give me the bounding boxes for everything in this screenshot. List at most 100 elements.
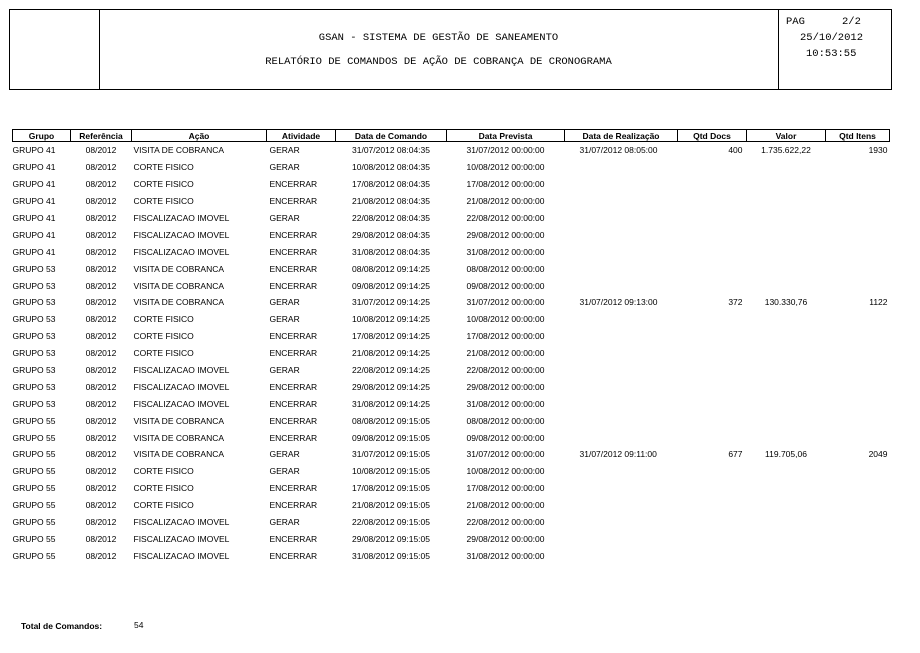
cell-qtd-itens xyxy=(826,311,890,328)
table-row: GRUPO 41 08/2012 CORTE FISICO ENCERRAR 21/08… xyxy=(13,193,890,210)
table-row: GRUPO 41 08/2012 FISCALIZACAO IMOVEL ENCERR… xyxy=(13,226,890,243)
cell-data-prevista: 31/08/2012 00:00:00 xyxy=(466,550,545,561)
cell-referencia: 08/2012 xyxy=(85,280,117,291)
cell-data-comando: 29/08/2012 09:15:05 xyxy=(352,533,430,544)
cell-data-prevista: 17/08/2012 00:00:00 xyxy=(466,483,545,494)
cell-data-comando: 09/08/2012 09:14:25 xyxy=(352,280,430,291)
cell-atividade: ENCERRAR xyxy=(269,533,318,544)
cell-valor: 130.330,76 xyxy=(764,297,808,308)
cell-data-prevista: 31/07/2012 00:00:00 xyxy=(466,297,545,308)
cell-grupo: GRUPO 55 xyxy=(12,415,56,426)
cell-qtd-itens xyxy=(826,497,890,514)
cell-qtd-docs xyxy=(678,311,747,328)
cell-data-realizacao xyxy=(565,226,678,243)
cell-acao: VISITA DE COBRANCA xyxy=(133,297,225,308)
cell-qtd-docs xyxy=(678,277,747,294)
cell-valor xyxy=(747,210,826,227)
cell-grupo: GRUPO 55 xyxy=(12,550,56,561)
table-row: GRUPO 41 08/2012 CORTE FISICO GERAR 10/08/20… xyxy=(13,159,890,176)
cell-valor xyxy=(747,260,826,277)
table-row: GRUPO 55 08/2012 CORTE FISICO GERAR 10/08/20… xyxy=(13,463,890,480)
table-row: GRUPO 55 08/2012 CORTE FISICO ENCERRAR 21/08… xyxy=(13,497,890,514)
cell-data-realizacao: 31/07/2012 09:11:00 xyxy=(579,449,657,460)
column-header-data-realizacao: Data de Realização xyxy=(564,129,678,142)
cell-data-prevista: 22/08/2012 00:00:00 xyxy=(466,365,545,376)
cell-referencia: 08/2012 xyxy=(85,398,117,409)
cell-referencia: 08/2012 xyxy=(85,162,117,173)
cell-valor xyxy=(747,159,826,176)
cell-valor xyxy=(747,193,826,210)
cell-qtd-itens xyxy=(826,547,890,564)
cell-atividade: GERAR xyxy=(269,162,300,173)
cell-qtd-docs xyxy=(678,260,747,277)
table-row: GRUPO 55 08/2012 VISITA DE COBRANCA ENCERRA… xyxy=(13,429,890,446)
cell-valor xyxy=(747,243,826,260)
cell-atividade: ENCERRAR xyxy=(269,263,318,274)
table-row: GRUPO 53 08/2012 CORTE FISICO ENCERRAR 21/08… xyxy=(13,345,890,362)
cell-data-prevista: 08/08/2012 00:00:00 xyxy=(466,415,545,426)
cell-valor xyxy=(747,311,826,328)
cell-qtd-docs xyxy=(678,193,747,210)
cell-referencia: 08/2012 xyxy=(85,263,117,274)
cell-valor xyxy=(747,226,826,243)
cell-qtd-docs: 400 xyxy=(728,145,743,156)
cell-valor xyxy=(747,362,826,379)
cell-data-prevista: 17/08/2012 00:00:00 xyxy=(466,179,545,190)
cell-qtd-docs xyxy=(678,497,747,514)
cell-atividade: ENCERRAR xyxy=(269,331,318,342)
cell-qtd-docs xyxy=(678,226,747,243)
cell-data-comando: 29/08/2012 09:14:25 xyxy=(352,381,430,392)
cell-referencia: 08/2012 xyxy=(85,550,117,561)
cell-data-realizacao xyxy=(565,395,678,412)
cell-acao: FISCALIZACAO IMOVEL xyxy=(133,381,230,392)
cell-data-comando: 17/08/2012 09:14:25 xyxy=(352,331,430,342)
cell-atividade: ENCERRAR xyxy=(269,246,318,257)
cell-qtd-itens: 2049 xyxy=(868,449,888,460)
cell-data-comando: 22/08/2012 08:04:35 xyxy=(352,213,430,223)
report-time: 10:53:55 xyxy=(806,48,857,60)
cell-atividade: ENCERRAR xyxy=(269,500,318,511)
table-row: GRUPO 55 08/2012 VISITA DE COBRANCA ENCERRA… xyxy=(13,412,890,429)
report-title: RELATÓRIO DE COMANDOS DE AÇÃO DE COBRANÇ… xyxy=(265,56,612,68)
cell-qtd-docs xyxy=(678,243,747,260)
cell-acao: FISCALIZACAO IMOVEL xyxy=(133,246,230,257)
cell-data-realizacao xyxy=(565,277,678,294)
cell-referencia: 08/2012 xyxy=(85,381,117,392)
cell-valor xyxy=(747,429,826,446)
cell-referencia: 08/2012 xyxy=(85,415,117,426)
cell-qtd-itens xyxy=(826,260,890,277)
cell-grupo: GRUPO 55 xyxy=(12,449,56,460)
column-header-data-prevista: Data Prevista xyxy=(446,129,565,142)
cell-data-realizacao: 31/07/2012 08:05:00 xyxy=(579,145,658,156)
column-header-acao: Ação xyxy=(131,129,267,142)
cell-valor: 1.735.622,22 xyxy=(761,145,811,156)
cell-data-realizacao xyxy=(565,378,678,395)
cell-data-prevista: 09/08/2012 00:00:00 xyxy=(466,432,545,443)
cell-acao: CORTE FISICO xyxy=(133,196,194,207)
cell-data-prevista: 22/08/2012 00:00:00 xyxy=(466,213,545,223)
cell-referencia: 08/2012 xyxy=(85,483,117,494)
cell-data-realizacao xyxy=(565,345,678,362)
cell-qtd-docs xyxy=(678,429,747,446)
table-row: GRUPO 41 08/2012 CORTE FISICO ENCERRAR 17/08… xyxy=(13,176,890,193)
page-info-cell: PAG 2/2 25/10/2012 10:53:55 xyxy=(778,10,891,89)
cell-acao: CORTE FISICO xyxy=(133,314,194,325)
cell-grupo: GRUPO 41 xyxy=(12,162,56,173)
logo-cell xyxy=(10,10,100,89)
cell-data-comando: 08/08/2012 09:15:05 xyxy=(352,415,430,426)
cell-referencia: 08/2012 xyxy=(85,213,117,223)
cell-qtd-docs xyxy=(678,378,747,395)
cell-acao: VISITA DE COBRANCA xyxy=(133,432,225,443)
cell-data-realizacao xyxy=(565,176,678,193)
cell-atividade: GERAR xyxy=(269,466,300,477)
column-header-valor: Valor xyxy=(746,129,826,142)
cell-data-prevista: 09/08/2012 00:00:00 xyxy=(466,280,545,291)
cell-atividade: ENCERRAR xyxy=(269,415,318,426)
cell-data-prevista: 21/08/2012 00:00:00 xyxy=(466,348,545,359)
cell-qtd-docs xyxy=(678,530,747,547)
cell-atividade: ENCERRAR xyxy=(269,280,318,291)
cell-referencia: 08/2012 xyxy=(85,348,117,359)
cell-acao: CORTE FISICO xyxy=(133,162,194,173)
cell-data-comando: 10/08/2012 09:15:05 xyxy=(352,466,430,477)
system-title: GSAN - SISTEMA DE GESTÃO DE SANEAMENTO xyxy=(318,32,559,44)
